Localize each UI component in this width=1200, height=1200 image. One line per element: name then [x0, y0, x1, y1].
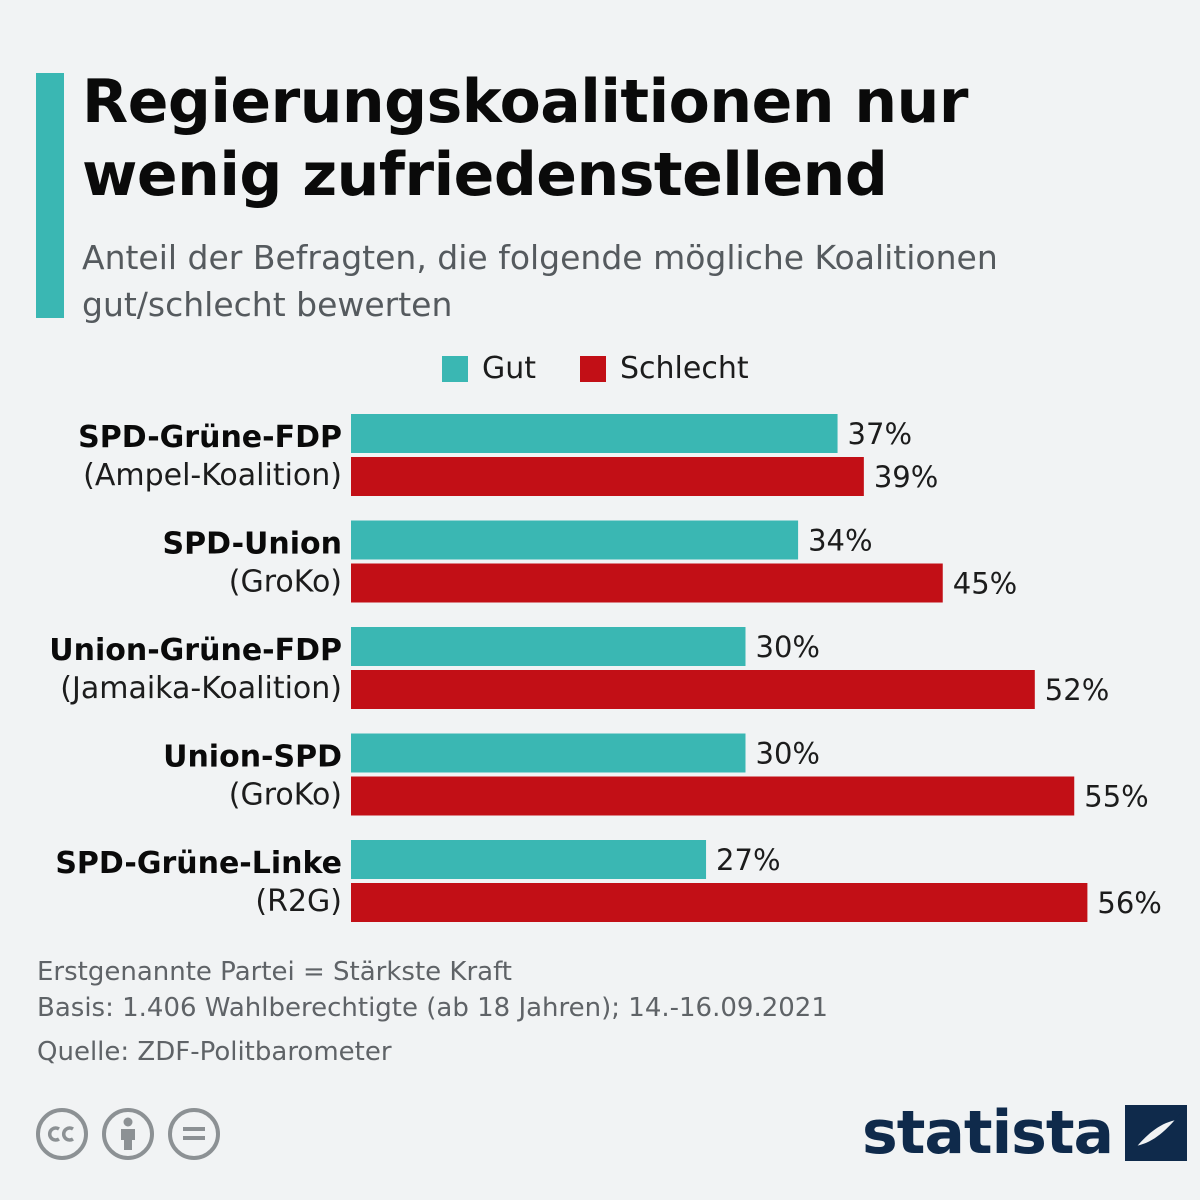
category-sublabel: (R2G) [255, 884, 342, 919]
bar-gut [351, 627, 746, 666]
footnote-source: Quelle: ZDF-Politbarometer [37, 1037, 392, 1067]
value-label-schlecht: 56% [1097, 886, 1161, 920]
statista-wordmark: statista [862, 1098, 1114, 1168]
legend-item-gut: Gut [442, 350, 536, 388]
value-label-gut: 37% [848, 417, 912, 451]
no-derivatives-icon[interactable] [168, 1108, 220, 1160]
value-label-gut: 34% [808, 524, 872, 558]
statista-logo[interactable]: statista [862, 1098, 1188, 1168]
bar-schlecht [351, 563, 943, 603]
statista-logo-icon [1125, 1105, 1188, 1161]
cc-icon[interactable] [36, 1108, 88, 1160]
footnote-note: Erstgenannte Partei = Stärkste Kraft [37, 957, 512, 987]
value-label-schlecht: 45% [953, 567, 1017, 601]
category-sublabel: (Jamaika-Koalition) [60, 671, 342, 706]
footnote-basis: Basis: 1.406 Wahlberechtigte (ab 18 Jahr… [37, 993, 828, 1023]
page-title: Regierungskoalitionen nur wenig zufriede… [82, 67, 968, 210]
bar-chart: SPD-Grüne-FDP(Ampel-Koalition) 37% 39% SPD-… [49, 414, 1162, 922]
bar-gut [351, 520, 799, 560]
value-label-schlecht: 39% [874, 460, 938, 494]
bar-gut [351, 414, 838, 453]
value-label-schlecht: 52% [1045, 673, 1109, 707]
bar-schlecht [351, 883, 1088, 922]
category-label: SPD-Grüne-FDP [78, 420, 342, 455]
value-label-gut: 30% [756, 630, 820, 664]
legend-item-schlecht: Schlecht [580, 350, 749, 388]
legend-label-schlecht: Schlecht [620, 351, 749, 386]
category-label: Union-Grüne-FDP [49, 633, 342, 668]
category-label: SPD-Union [163, 527, 342, 562]
bar-schlecht [351, 670, 1035, 709]
value-label-gut: 30% [756, 737, 820, 771]
value-label-gut: 27% [716, 843, 780, 877]
bar-schlecht [351, 776, 1075, 816]
bar-schlecht [351, 457, 864, 496]
category-label: Union-SPD [163, 740, 342, 775]
legend-swatch-gut [442, 356, 468, 382]
bar-gut [351, 840, 707, 879]
legend-swatch-schlecht [580, 356, 606, 382]
title-accent-bar [36, 73, 64, 318]
page-subtitle: Anteil der Befragten, die folgende mögli… [82, 238, 998, 324]
value-label-schlecht: 55% [1084, 780, 1148, 814]
category-sublabel: (GroKo) [229, 565, 342, 600]
attribution-icon[interactable] [102, 1108, 154, 1160]
license-icons [36, 1108, 220, 1160]
bar-gut [351, 733, 746, 773]
chart-legend: Gut Schlecht [0, 350, 1200, 390]
category-sublabel: (Ampel-Koalition) [83, 458, 342, 493]
category-sublabel: (GroKo) [229, 778, 342, 813]
legend-label-gut: Gut [482, 351, 537, 386]
category-label: SPD-Grüne-Linke [55, 846, 342, 881]
